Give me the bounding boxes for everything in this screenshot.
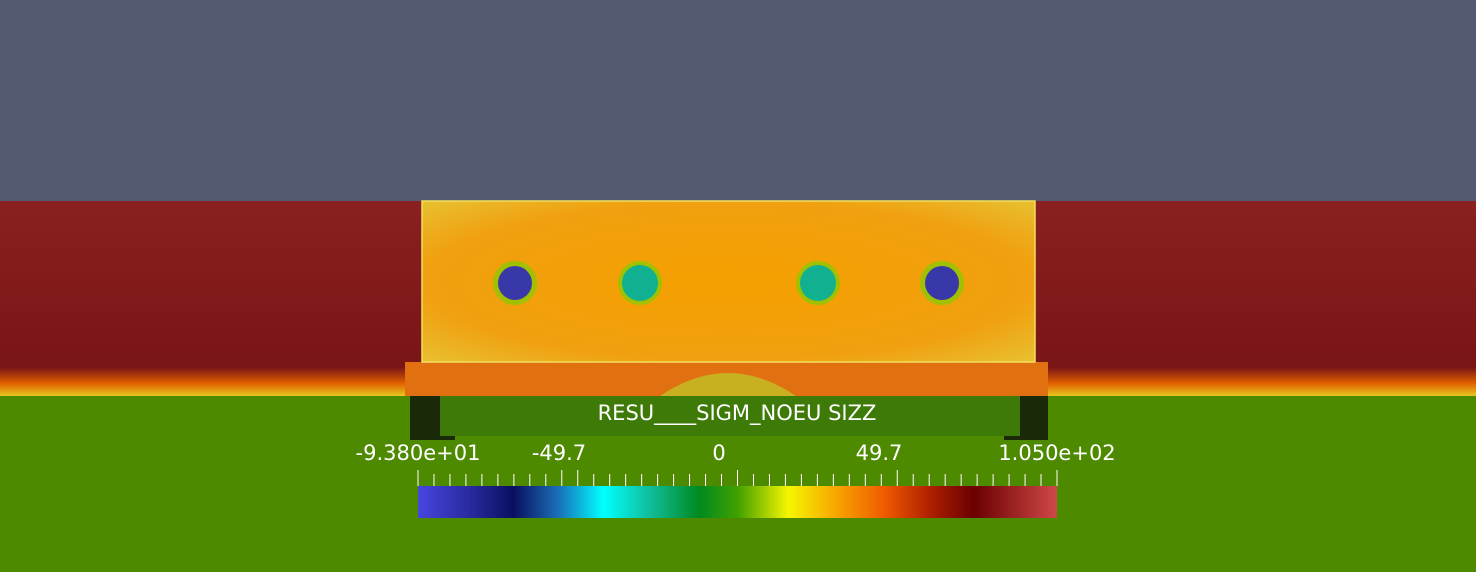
hole <box>800 265 836 301</box>
base <box>440 396 1020 436</box>
holes <box>493 261 964 305</box>
legend-label: 0 <box>712 441 725 465</box>
hole <box>925 266 959 300</box>
legend-ticks <box>417 470 1058 486</box>
hole <box>622 265 658 301</box>
legend-label: -9.380e+01 <box>356 441 481 465</box>
legend-label: 49.7 <box>856 441 903 465</box>
color-bar <box>418 486 1057 518</box>
legend-label: -49.7 <box>532 441 586 465</box>
legend-title: RESU____SIGM_NOEU SIZZ <box>598 401 877 426</box>
legend-label: 1.050e+02 <box>998 441 1115 465</box>
background <box>0 0 1476 201</box>
hole <box>498 266 532 300</box>
stress-zone <box>660 373 796 396</box>
